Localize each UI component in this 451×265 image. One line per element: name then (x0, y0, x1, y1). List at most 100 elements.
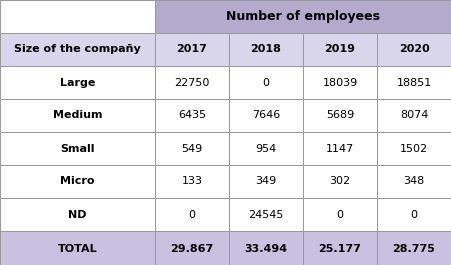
Bar (303, 33, 377, 66)
Text: 2019: 2019 (325, 45, 355, 55)
Bar (229, 198, 303, 231)
Bar (229, 66, 303, 99)
Bar (303, 66, 377, 99)
Bar (0, 33, 155, 66)
Bar (377, 165, 451, 198)
Bar (377, 198, 451, 231)
Bar (155, 0, 451, 33)
Bar (155, 132, 229, 165)
Text: 302: 302 (329, 176, 350, 187)
Bar (0, 33, 155, 66)
Bar (377, 66, 451, 99)
Text: Size of the compañy: Size of the compañy (14, 45, 141, 55)
Bar (303, 231, 377, 265)
Bar (377, 99, 451, 132)
Bar (155, 33, 229, 66)
Bar (377, 99, 451, 132)
Text: 5689: 5689 (326, 111, 354, 121)
Bar (303, 165, 377, 198)
Bar (155, 231, 229, 265)
Text: 8074: 8074 (400, 111, 428, 121)
Text: Small: Small (60, 144, 95, 153)
Bar (229, 165, 303, 198)
Text: 1147: 1147 (326, 144, 354, 153)
Text: Large: Large (60, 77, 95, 87)
Bar (155, 165, 229, 198)
Text: 0: 0 (410, 210, 418, 219)
Text: 133: 133 (181, 176, 202, 187)
Bar (0, 99, 155, 132)
Bar (0, 132, 155, 165)
Bar (155, 198, 229, 231)
Text: 28.775: 28.775 (392, 244, 435, 254)
Bar (0, 198, 155, 231)
Text: TOTAL: TOTAL (58, 244, 97, 254)
Bar (0, 99, 155, 132)
Text: 0: 0 (262, 77, 270, 87)
Bar (303, 198, 377, 231)
Bar (229, 132, 303, 165)
Bar (303, 132, 377, 165)
Text: 33.494: 33.494 (244, 244, 288, 254)
Bar (229, 99, 303, 132)
Bar (377, 33, 451, 66)
Bar (229, 66, 303, 99)
Bar (303, 66, 377, 99)
Text: 954: 954 (255, 144, 276, 153)
Text: 25.177: 25.177 (318, 244, 361, 254)
Bar (377, 198, 451, 231)
Bar (0, 66, 155, 99)
Bar (155, 66, 229, 99)
Bar (303, 33, 377, 66)
Text: 7646: 7646 (252, 111, 280, 121)
Text: 0: 0 (336, 210, 344, 219)
Bar (155, 0, 451, 33)
Bar (155, 66, 229, 99)
Bar (155, 99, 229, 132)
Text: 0: 0 (189, 210, 195, 219)
Text: 1502: 1502 (400, 144, 428, 153)
Bar (155, 165, 229, 198)
Bar (229, 99, 303, 132)
Bar (303, 165, 377, 198)
Text: Number of employees: Number of employees (226, 10, 380, 23)
Text: 18851: 18851 (396, 77, 432, 87)
Bar (155, 99, 229, 132)
Bar (377, 33, 451, 66)
Bar (0, 198, 155, 231)
Bar (303, 132, 377, 165)
Text: 6435: 6435 (178, 111, 206, 121)
Bar (155, 231, 229, 265)
Bar (155, 33, 229, 66)
Text: 348: 348 (403, 176, 425, 187)
Bar (229, 33, 303, 66)
Bar (229, 132, 303, 165)
Bar (0, 0, 155, 33)
Bar (377, 231, 451, 265)
Text: 29.867: 29.867 (170, 244, 214, 254)
Bar (0, 165, 155, 198)
Text: 549: 549 (181, 144, 202, 153)
Text: 22750: 22750 (175, 77, 210, 87)
Bar (155, 132, 229, 165)
Text: ND: ND (68, 210, 87, 219)
Bar (377, 66, 451, 99)
Text: Micro: Micro (60, 176, 95, 187)
Text: 2017: 2017 (176, 45, 207, 55)
Bar (229, 33, 303, 66)
Text: 349: 349 (255, 176, 276, 187)
Text: 2018: 2018 (251, 45, 281, 55)
Bar (0, 165, 155, 198)
Text: 2020: 2020 (399, 45, 429, 55)
Bar (229, 198, 303, 231)
Bar (0, 66, 155, 99)
Text: Medium: Medium (53, 111, 102, 121)
Bar (303, 231, 377, 265)
Bar (303, 198, 377, 231)
Bar (377, 132, 451, 165)
Bar (377, 132, 451, 165)
Bar (0, 132, 155, 165)
Bar (377, 231, 451, 265)
Bar (377, 165, 451, 198)
Bar (229, 165, 303, 198)
